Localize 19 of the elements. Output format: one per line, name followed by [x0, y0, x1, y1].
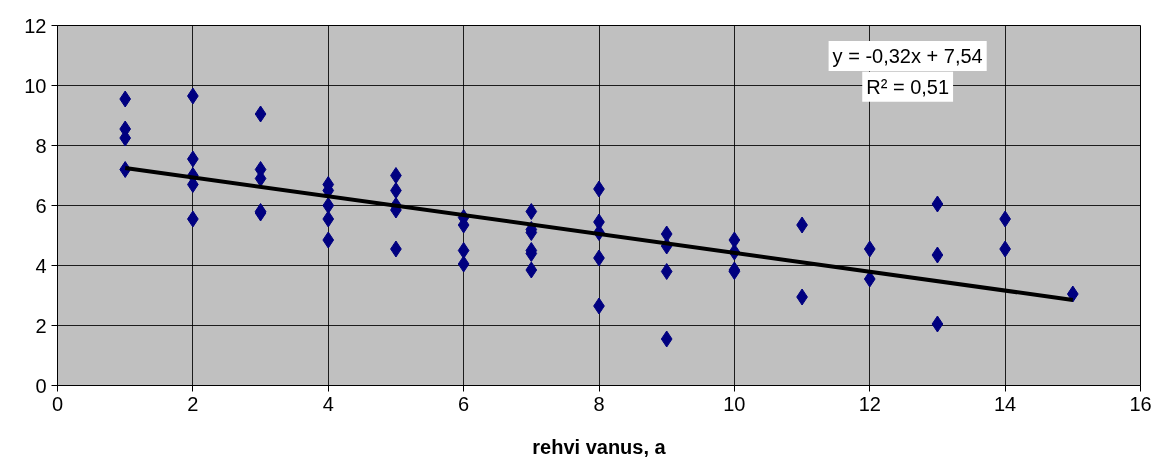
x-tick-label: 0: [51, 392, 64, 415]
x-axis-title: rehvi vanus, a: [532, 435, 667, 458]
y-tick-label: 8: [35, 134, 47, 157]
x-tick-label: 12: [858, 392, 881, 415]
annotation: R² = 0,51: [866, 75, 950, 98]
y-tick-label: 10: [24, 74, 47, 97]
y-tick-label: 2: [35, 314, 47, 337]
x-tick-label: 10: [723, 392, 746, 415]
x-tick-label: 4: [322, 392, 334, 415]
y-tick-label: 4: [35, 254, 47, 277]
x-tick-label: 6: [458, 392, 470, 415]
x-tick-label: 14: [994, 392, 1017, 415]
x-tick-label: 8: [593, 392, 605, 415]
y-tick-label: 0: [35, 374, 47, 397]
x-tick-label: 2: [187, 392, 199, 415]
y-tick-label: 6: [35, 194, 47, 217]
x-tick-label: 16: [1129, 392, 1152, 415]
y-tick-label: 12: [24, 14, 47, 37]
annotation: y = -0,32x + 7,54: [832, 45, 983, 68]
